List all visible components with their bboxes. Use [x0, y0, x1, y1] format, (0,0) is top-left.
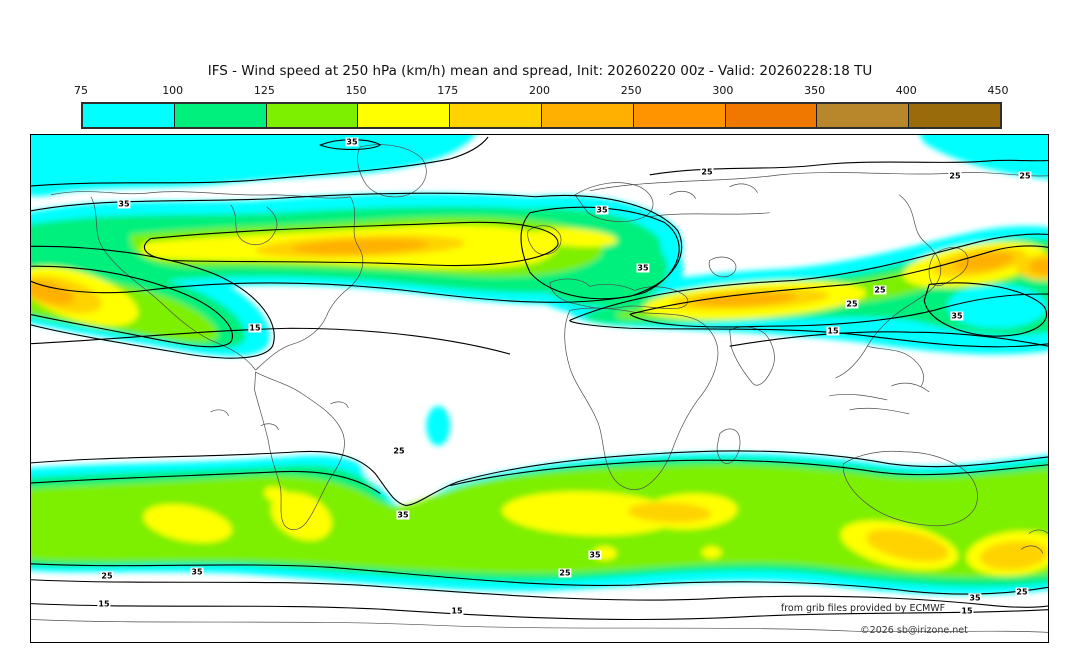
colorbar-tick-label: 150 — [345, 84, 367, 97]
contour-label: 25 — [100, 571, 114, 581]
contour-label: 35 — [396, 510, 410, 520]
wind-speed-fill-layer — [31, 135, 1048, 595]
contour-label: 25 — [948, 171, 962, 181]
colorbar-tick-label: 125 — [253, 84, 275, 97]
colorbar-tick-label: 350 — [804, 84, 826, 97]
colorbar-tick-label: 100 — [162, 84, 184, 97]
contour-label: 35 — [117, 199, 131, 209]
contour-label: 25 — [700, 167, 714, 177]
colorbar-tick-label: 300 — [712, 84, 734, 97]
contour-label: 35 — [968, 593, 982, 603]
contour-label: 15 — [248, 323, 262, 333]
colorbar-tick-label: 200 — [529, 84, 550, 97]
contour-label: 15 — [450, 606, 464, 616]
world-wind-map: 35 35 35 35 35 35 35 35 35 25 25 25 25 25 25 25 25 25 15 15… — [30, 134, 1049, 643]
contour-label: 15 — [960, 606, 974, 616]
colorbar-tick-label: 450 — [987, 84, 1009, 97]
contour-label: 25 — [392, 446, 406, 456]
contour-label: 35 — [588, 550, 602, 560]
grib-credit-text: from grib files provided by ECMWF — [780, 603, 946, 614]
world-map-svg — [31, 135, 1048, 633]
contour-label: 35 — [345, 137, 359, 147]
coastlines-layer — [31, 144, 1048, 633]
colorbar-segment — [908, 104, 1000, 127]
colorbar-segment — [816, 104, 909, 127]
colorbar-segment — [449, 104, 541, 127]
copyright-text: ©2026 sb@irizone.net — [860, 625, 968, 636]
contour-label: 35 — [595, 205, 609, 215]
colorbar-tick-label: 400 — [895, 84, 917, 97]
colorbar-segment — [540, 104, 633, 127]
contour-label: 15 — [826, 326, 840, 336]
colorbar-tick-label: 175 — [437, 84, 459, 97]
contour-label: 25 — [1018, 171, 1032, 181]
colorbar-segment — [724, 104, 817, 127]
colorbar-tick-labels: 75 100 125 150 175 200 250 300 350 400 450 — [74, 84, 1009, 99]
colorbar — [81, 102, 1002, 129]
contour-label: 35 — [950, 311, 964, 321]
contour-label: 25 — [845, 299, 859, 309]
colorbar-segment — [632, 104, 725, 127]
contour-label: 35 — [190, 567, 204, 577]
colorbar-segment — [265, 104, 358, 127]
contour-label: 25 — [1015, 587, 1029, 597]
contour-label: 25 — [558, 568, 572, 578]
contour-label: 25 — [873, 285, 887, 295]
colorbar-tick-label: 75 — [74, 84, 88, 97]
spread-contours-layer — [31, 136, 1048, 621]
colorbar-segment — [357, 104, 450, 127]
colorbar-tick-label: 250 — [620, 84, 642, 97]
colorbar-segment — [83, 104, 174, 127]
chart-title: IFS - Wind speed at 250 hPa (km/h) mean … — [207, 63, 873, 79]
colorbar-segment — [173, 104, 266, 127]
contour-label: 35 — [636, 263, 650, 273]
contour-label: 15 — [97, 599, 111, 609]
